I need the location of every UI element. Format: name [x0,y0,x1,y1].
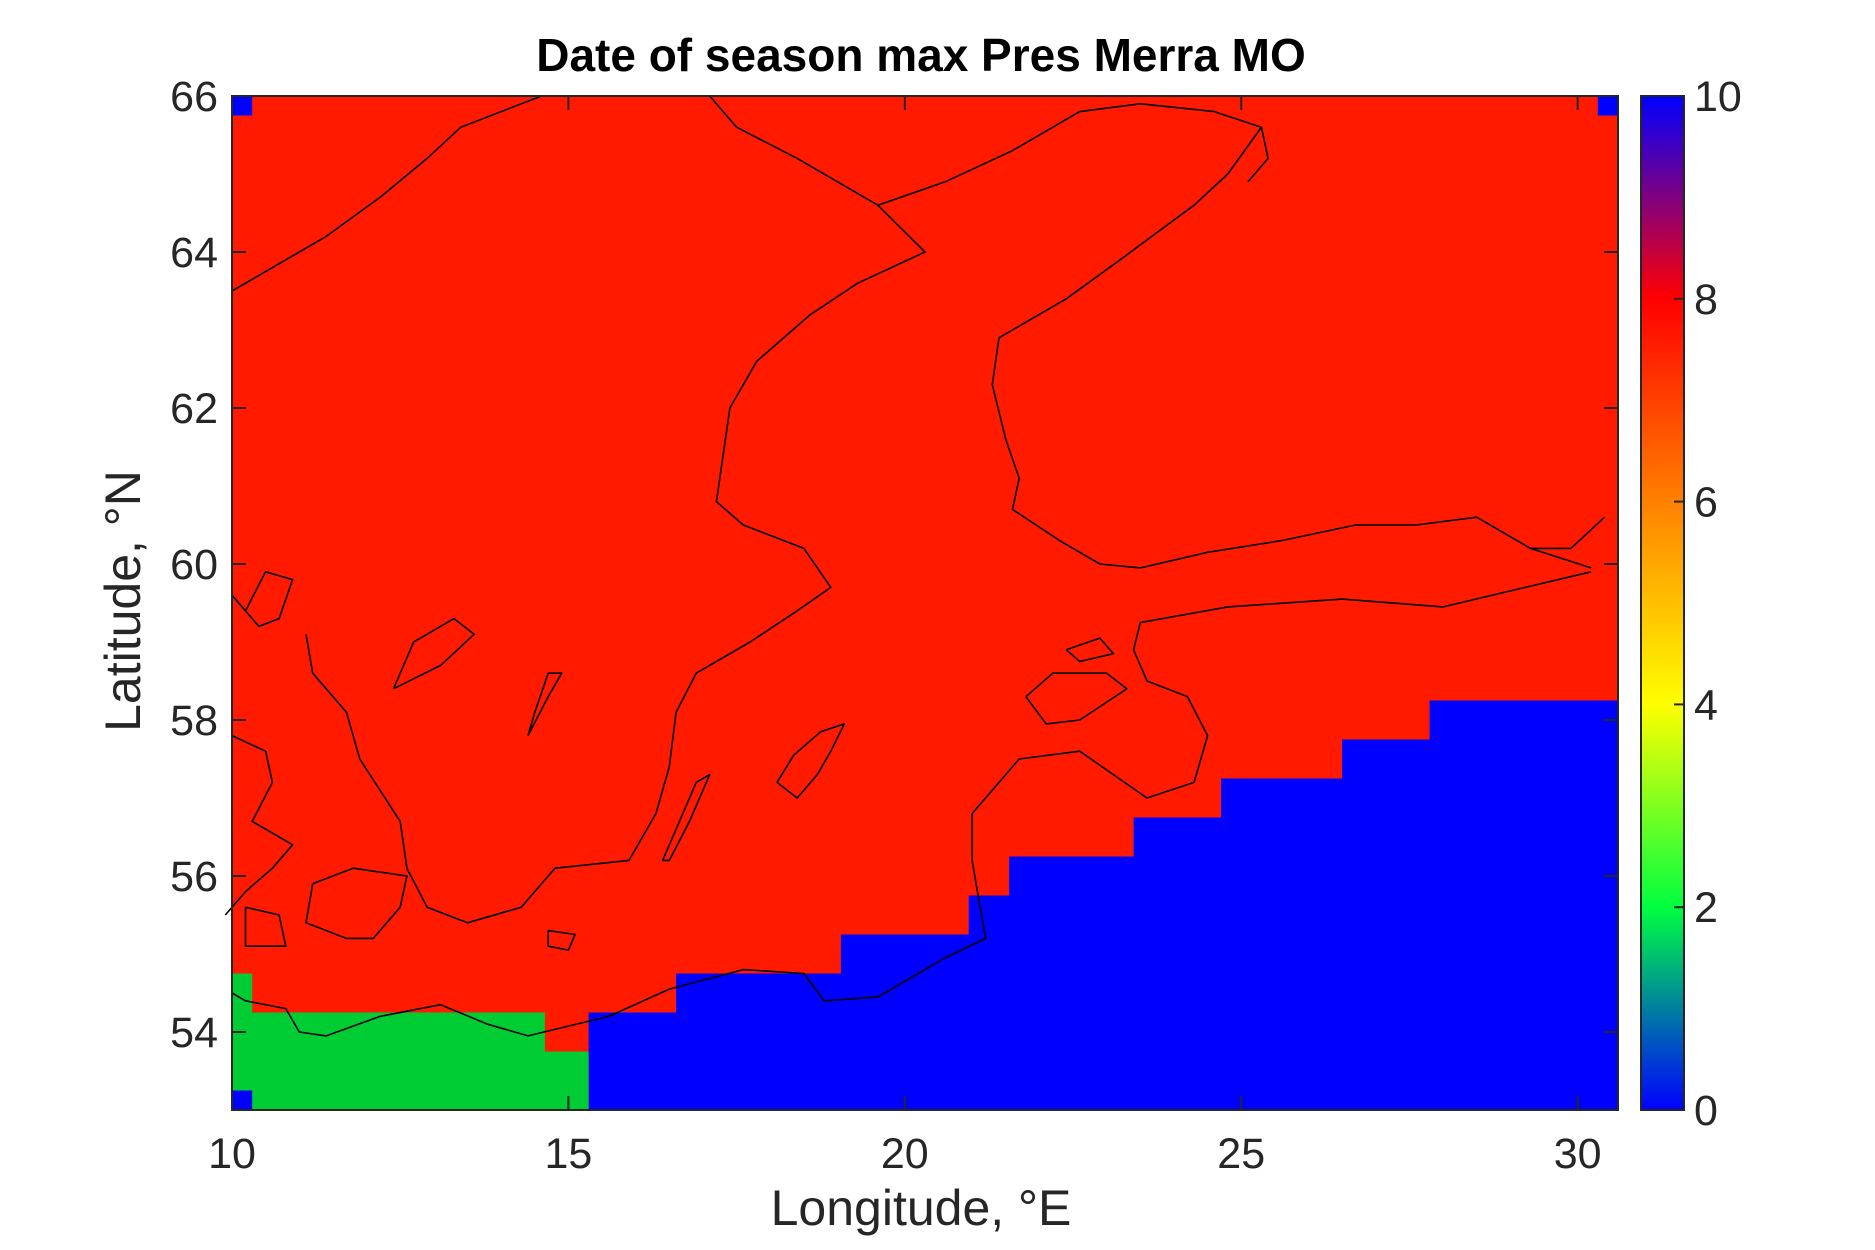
y-tick-label: 62 [170,385,218,433]
coastline-7 [1065,637,1115,663]
coastline-3 [231,571,1592,1037]
colorbar-tick-label: 10 [1694,73,1742,121]
coastline-12 [231,95,542,292]
coastline-9 [305,867,408,940]
colorbar: 0 2 4 6 8 10 [1640,73,1742,1135]
x-tick-label: 25 [1217,1130,1265,1178]
coastline-4 [776,723,846,799]
coastline-8 [224,734,294,916]
heatmap-region-0 [588,700,1618,1110]
x-axis-ticks: 10 15 20 25 30 [208,96,1602,1178]
chart-title: Date of season max Pres Merra MO [536,29,1306,81]
plot-area [224,95,1619,1111]
heatmap-regions [232,96,1618,1110]
plot-frame [231,95,1619,1111]
coastline-15 [527,672,563,736]
y-tick-label: 66 [170,73,218,121]
x-tick-label: 30 [1554,1130,1602,1178]
coastline-11 [547,929,576,951]
colorbar-tick-label: 6 [1694,479,1718,527]
colorbar-ticks: 0 2 4 6 8 10 [1674,73,1742,1135]
y-tick-label: 60 [170,541,218,589]
y-tick-label: 58 [170,697,218,745]
colorbar-tick-label: 0 [1694,1087,1718,1135]
colorbar-tick-label: 2 [1694,884,1718,932]
x-tick-label: 20 [881,1130,929,1178]
coastline-16 [1530,516,1606,550]
heatmap-region-1 [232,973,589,1110]
coastline-6 [1025,672,1128,725]
y-tick-label: 54 [170,1009,218,1057]
y-tick-label: 56 [170,853,218,901]
x-tick-label: 15 [544,1130,592,1178]
x-axis-label: Longitude, °E [771,1180,1072,1236]
coastline-10 [244,906,287,947]
colorbar-scale [1640,95,1685,1111]
colorbar-tick-label: 8 [1694,276,1718,324]
coastline-0 [305,95,926,924]
colorbar-tick-label: 4 [1694,681,1718,729]
heatmap-region-4 [232,1090,253,1110]
coastline-14 [392,617,475,690]
y-axis-label: Latitude, °N [95,470,151,732]
x-tick-label: 10 [208,1130,256,1178]
heatmap-region-3 [1597,96,1618,116]
y-tick-label: 64 [170,229,218,277]
coastlines [224,95,1606,1037]
coastline-2 [877,103,1269,206]
coastline-13 [231,571,294,628]
coastline-5 [661,773,711,862]
coastline-1 [991,126,1592,569]
heatmap-region-2 [232,96,253,116]
y-axis-ticks: 54 56 58 60 62 64 66 [170,73,1618,1057]
